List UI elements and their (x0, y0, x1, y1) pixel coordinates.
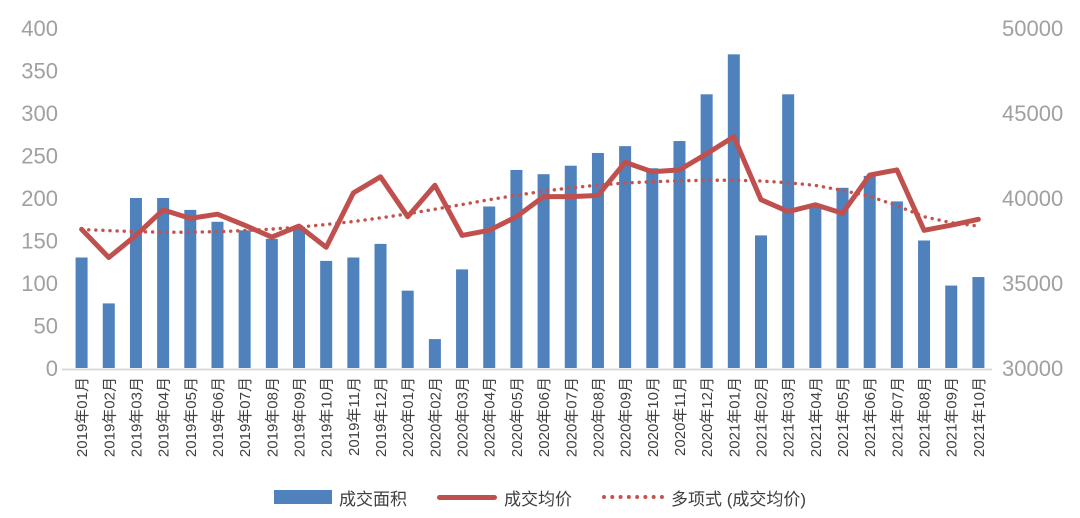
bar (428, 339, 441, 368)
bar (890, 201, 903, 368)
x-axis-label: 2021年10月 (971, 377, 988, 457)
left-axis-tick: 50 (34, 314, 58, 339)
dotted-series-swatch-icon (601, 495, 664, 499)
x-axis-label: 2020年12月 (699, 377, 716, 457)
bar (75, 257, 88, 368)
x-axis-label: 2020年10月 (645, 377, 662, 457)
right-axis-tick: 30000 (1002, 356, 1063, 381)
x-axis-label: 2019年12月 (373, 377, 390, 457)
bar (293, 226, 305, 368)
x-axis-label: 2021年07月 (889, 377, 906, 457)
x-axis-label: 2021年06月 (862, 377, 879, 457)
bar (619, 146, 632, 368)
legend-item-avg-price: 成交均价 (436, 485, 572, 510)
bar (157, 198, 170, 368)
bar (401, 290, 414, 368)
x-axis-label: 2019年10月 (319, 377, 336, 457)
bar (918, 240, 931, 368)
bar (782, 94, 795, 369)
x-axis-label: 2020年03月 (455, 377, 472, 457)
bar (374, 243, 387, 368)
bar (102, 303, 115, 368)
left-axis-tick: 0 (46, 356, 58, 381)
x-axis-label: 2020年05月 (509, 377, 526, 457)
x-axis-label: 2019年08月 (264, 377, 281, 457)
left-axis-tick: 400 (21, 16, 58, 41)
bar (347, 257, 360, 368)
bar (863, 175, 876, 368)
chart-legend: 成交面积 成交均价 多项式 (成交均价) (0, 484, 1080, 510)
left-axis-tick: 150 (21, 229, 58, 254)
x-axis-label: 2019年01月 (74, 377, 91, 457)
bar (972, 277, 985, 368)
x-axis-label: 2020年04月 (482, 377, 499, 457)
bar-series-swatch-icon (273, 490, 332, 504)
bar (238, 230, 251, 368)
right-axis-tick: 40000 (1002, 186, 1063, 211)
bar (265, 238, 278, 368)
x-axis-label: 2020年09月 (618, 377, 635, 457)
bar (646, 168, 659, 368)
x-axis-label: 2020年11月 (672, 377, 689, 456)
x-axis-label: 2021年05月 (835, 377, 852, 457)
trend-line (79, 178, 981, 234)
x-axis-label: 2020年06月 (536, 377, 553, 457)
x-axis-label: 2019年09月 (292, 377, 309, 457)
x-axis-label: 2019年03月 (128, 377, 145, 457)
x-axis-label: 2020年02月 (427, 377, 444, 457)
right-axis-tick: 35000 (1002, 271, 1063, 296)
bar (184, 209, 197, 368)
bar (673, 141, 686, 368)
x-axis-label: 2021年01月 (726, 377, 743, 457)
x-axis-label: 2019年02月 (101, 377, 118, 457)
bar (129, 198, 142, 368)
bar (945, 285, 958, 368)
avg-price-line (79, 134, 981, 260)
x-axis-label: 2021年02月 (754, 377, 771, 457)
x-axis-label: 2019年07月 (237, 377, 254, 457)
bar (727, 54, 740, 368)
bar (456, 269, 469, 368)
x-axis-label: 2019年06月 (210, 377, 227, 457)
x-axis-label: 2021年04月 (808, 377, 825, 457)
bar (510, 169, 523, 368)
bar (483, 206, 496, 368)
legend-item-trend: 多项式 (成交均价) (601, 485, 807, 510)
bar (211, 221, 224, 368)
x-axis-label: 2020年01月 (400, 377, 417, 457)
legend-label-avg-price: 成交均价 (503, 489, 572, 509)
x-axis-label: 2021年08月 (917, 377, 934, 457)
legend-label-trend: 多项式 (成交均价) (670, 489, 807, 509)
bar (755, 235, 767, 368)
x-axis-label: 2020年08月 (590, 377, 607, 457)
bar (564, 165, 577, 368)
right-axis-tick: 50000 (1002, 16, 1063, 41)
bar (537, 174, 550, 368)
line-series-swatch-icon (436, 494, 497, 500)
x-axis-label: 2021年03月 (781, 377, 798, 457)
bar (320, 260, 333, 368)
left-axis-tick: 300 (21, 101, 58, 126)
bar (700, 94, 713, 369)
x-axis-label: 2019年05月 (183, 377, 200, 457)
bar (591, 152, 604, 368)
legend-item-area: 成交面积 (273, 485, 407, 510)
x-axis-label: 2020年07月 (563, 377, 580, 457)
bar (836, 187, 849, 368)
x-axis-label: 2019年11月 (346, 377, 363, 456)
x-axis-label: 2021年09月 (944, 377, 961, 457)
bar (809, 206, 822, 368)
left-axis-tick: 250 (21, 144, 58, 169)
left-axis-tick: 200 (21, 186, 58, 211)
x-axis-label: 2019年04月 (156, 377, 173, 457)
left-axis-tick: 350 (21, 59, 58, 84)
left-axis-tick: 100 (21, 271, 58, 296)
right-axis-tick: 45000 (1002, 101, 1063, 126)
legend-label-area: 成交面积 (338, 489, 407, 509)
